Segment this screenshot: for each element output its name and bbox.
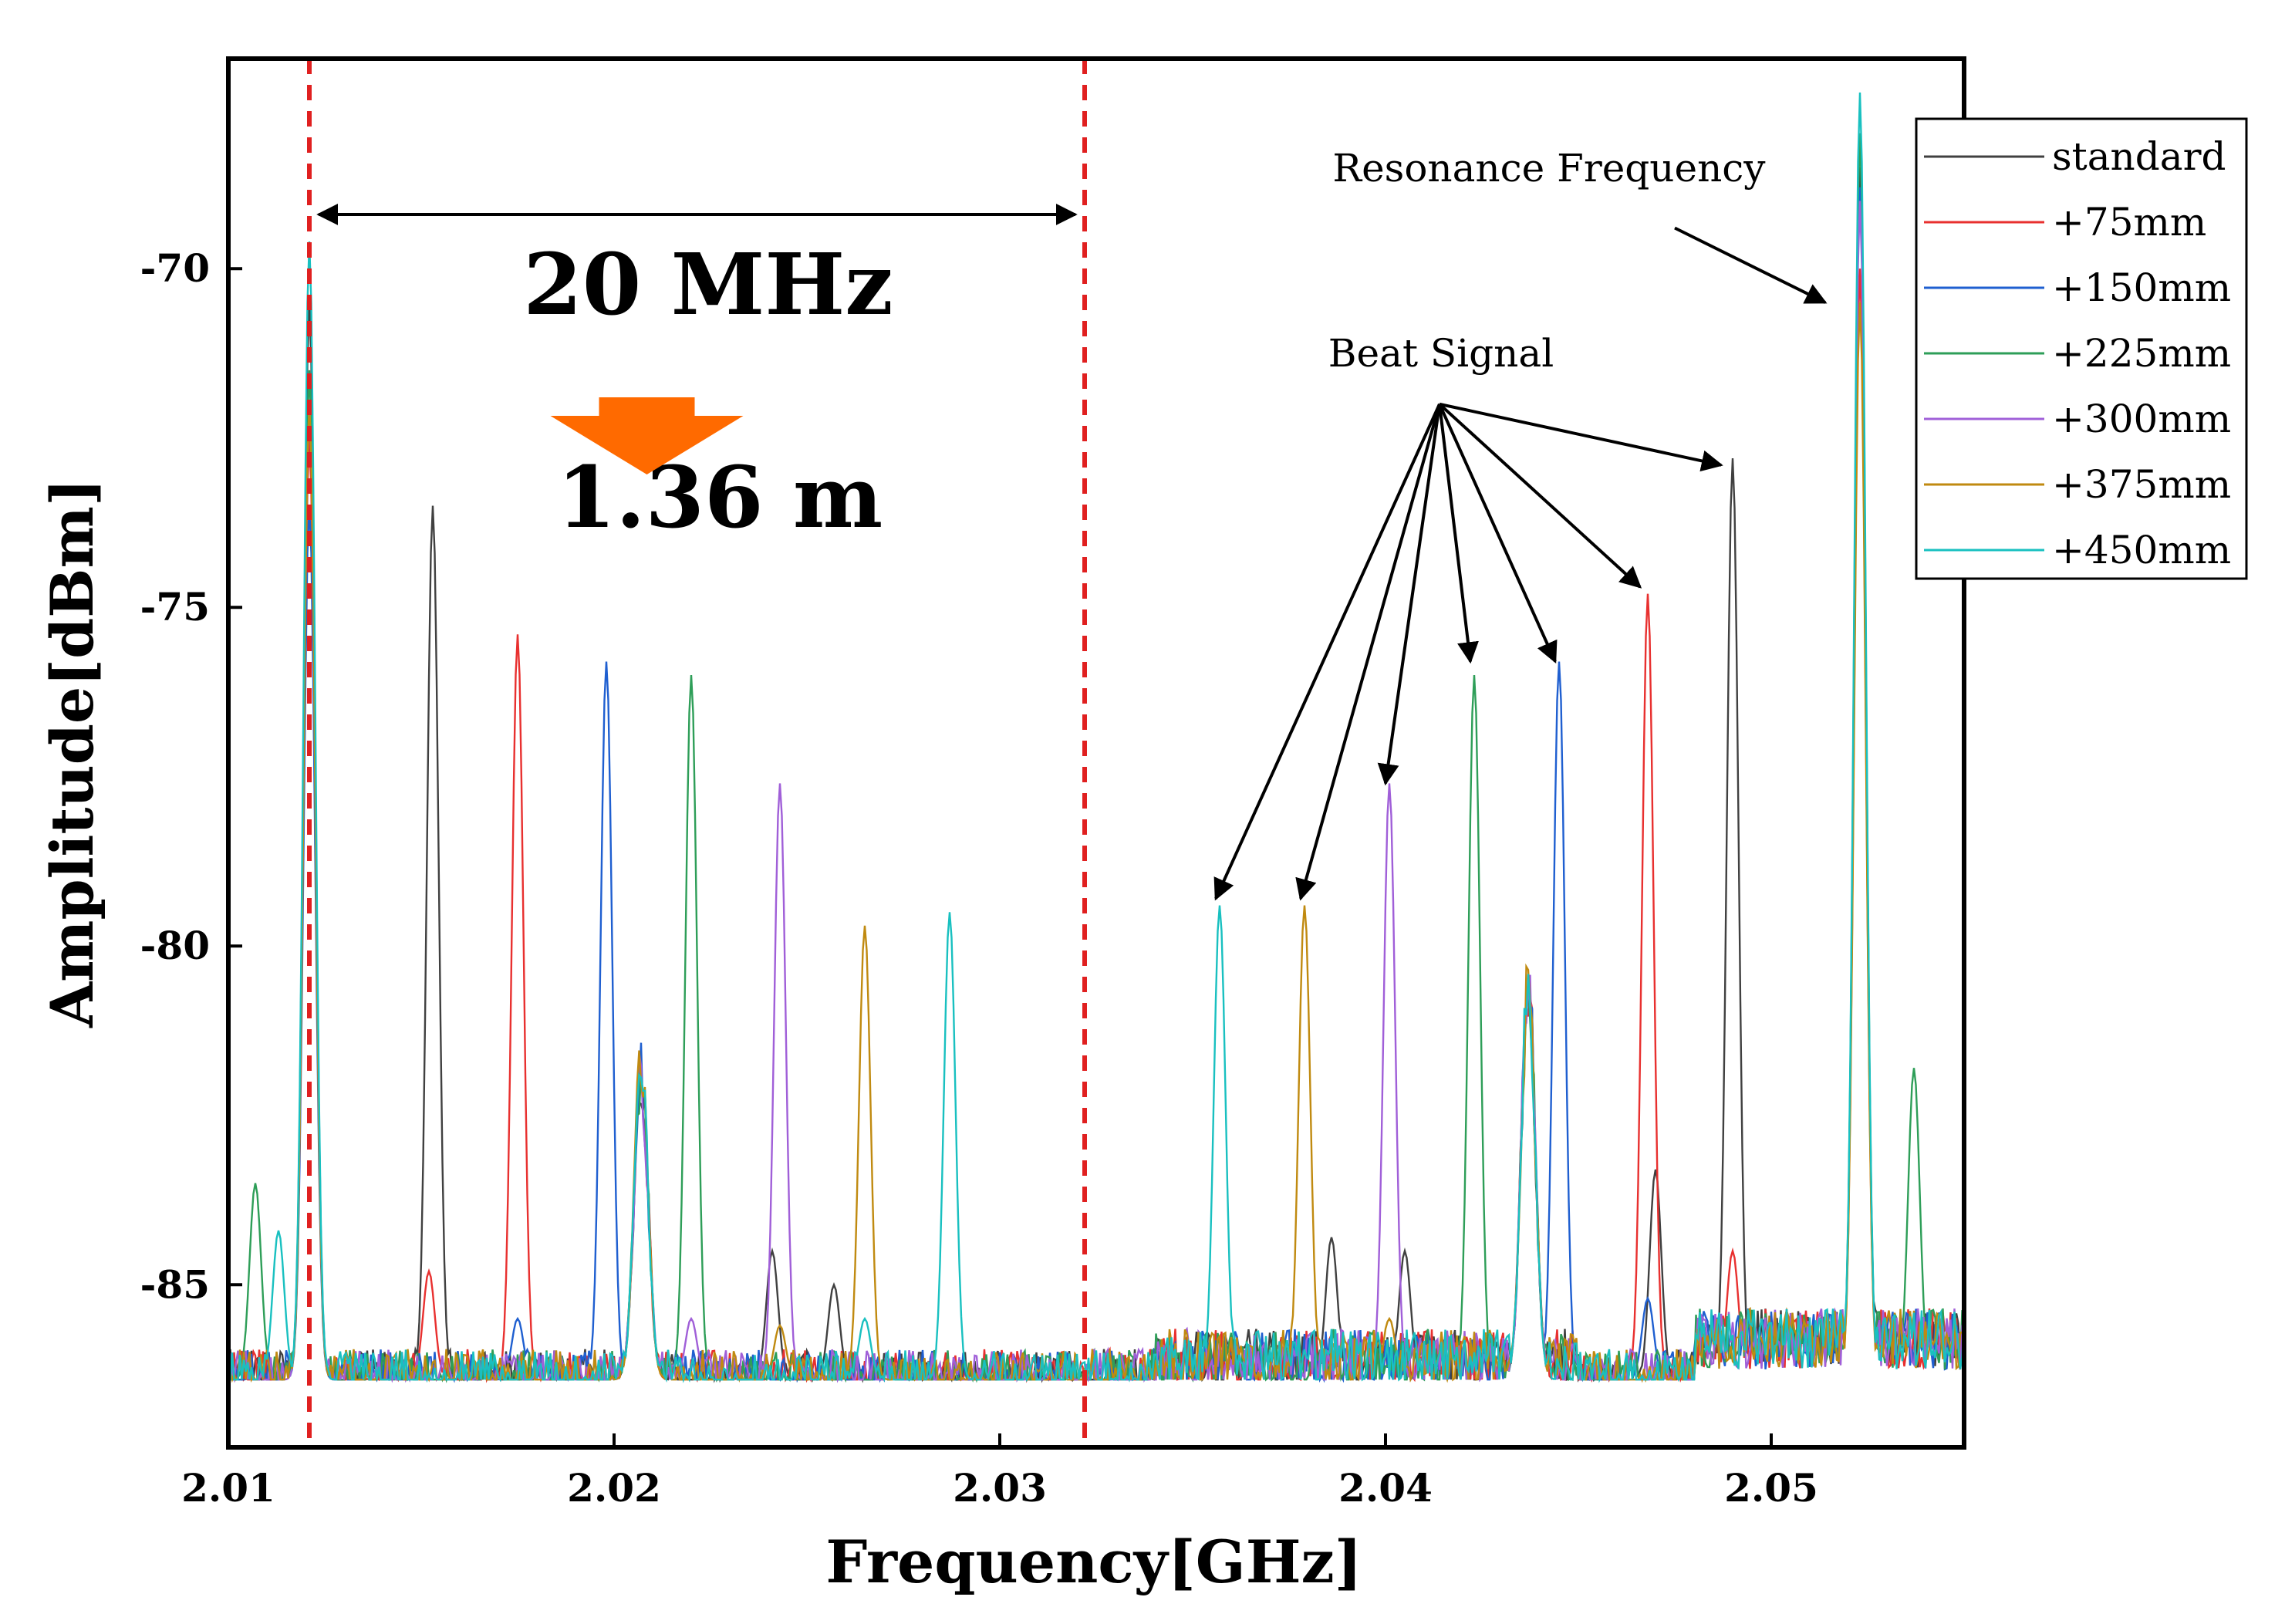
- legend-label-+375mm: +375mm: [2052, 462, 2231, 507]
- series-line-standard: [228, 167, 1964, 1383]
- y-tick-label: -80: [140, 923, 210, 968]
- legend-label-+450mm: +450mm: [2052, 528, 2231, 572]
- conversion-arrow: [550, 397, 744, 475]
- beat-signal-arrow-7: [1439, 402, 1723, 472]
- resonance-arrow: [1674, 226, 1828, 304]
- x-tick-label: 2.02: [567, 1465, 661, 1511]
- legend-label-+150mm: +150mm: [2052, 265, 2231, 310]
- beat-signal-arrow-1: [1213, 403, 1441, 901]
- x-ticks: 2.01 2.02 2.03 2.04 2.05: [181, 1433, 1818, 1511]
- x-tick-label: 2.05: [1724, 1465, 1818, 1511]
- reference-lines: [307, 59, 1087, 1447]
- plot-frame: [226, 56, 1966, 1450]
- beat-signal-arrow-4: [1438, 403, 1479, 664]
- series-line-+150mm: [228, 187, 1964, 1383]
- distance-label: 1.36 m: [557, 447, 883, 547]
- y-tick-label: -85: [140, 1261, 210, 1307]
- span-label: 20 MHz: [523, 235, 893, 334]
- beat-signal-arrow-5: [1438, 403, 1558, 664]
- legend: standard +75mm +150mm +225mm +300mm +375mm +45…: [1915, 117, 2248, 580]
- legend-label-standard: standard: [2052, 134, 2226, 179]
- beat-signal-arrow-3: [1377, 403, 1441, 786]
- axes: 2.01 2.02 2.03 2.04 2.05 -85 -80 -75 -70 Freque…: [38, 56, 1966, 1596]
- annotations: 20 MHz 1.36 m Beat Signal Resonance Freq…: [316, 146, 1828, 901]
- series-line-+450mm: [228, 92, 1964, 1383]
- legend-label-+75mm: +75mm: [2052, 200, 2206, 245]
- beat-signal-label: Beat Signal: [1328, 331, 1554, 376]
- y-ticks: -85 -80 -75 -70: [140, 245, 242, 1307]
- legend-label-+300mm: +300mm: [2052, 397, 2231, 441]
- legend-label-+225mm: +225mm: [2052, 331, 2231, 376]
- x-tick-label: 2.03: [953, 1465, 1047, 1511]
- y-tick-label: -75: [140, 584, 210, 630]
- x-tick-label: 2.01: [181, 1465, 275, 1511]
- beat-signal-arrow-6: [1438, 403, 1642, 589]
- series-line-+300mm: [228, 201, 1964, 1383]
- x-tick-label: 2.04: [1338, 1465, 1433, 1511]
- y-tick-label: -70: [140, 245, 210, 291]
- series-line-+375mm: [228, 302, 1964, 1383]
- series-lines: [228, 92, 1964, 1383]
- series-line-+75mm: [228, 268, 1964, 1383]
- x-axis-title: Frequency[GHz]: [825, 1528, 1362, 1596]
- beat-signal-arrow-2: [1295, 403, 1441, 901]
- series-line-+225mm: [228, 133, 1964, 1383]
- resonance-frequency-label: Resonance Frequency: [1332, 146, 1766, 191]
- legend-box: [1915, 117, 2248, 580]
- y-axis-title: Amplitude[dBm]: [38, 478, 106, 1028]
